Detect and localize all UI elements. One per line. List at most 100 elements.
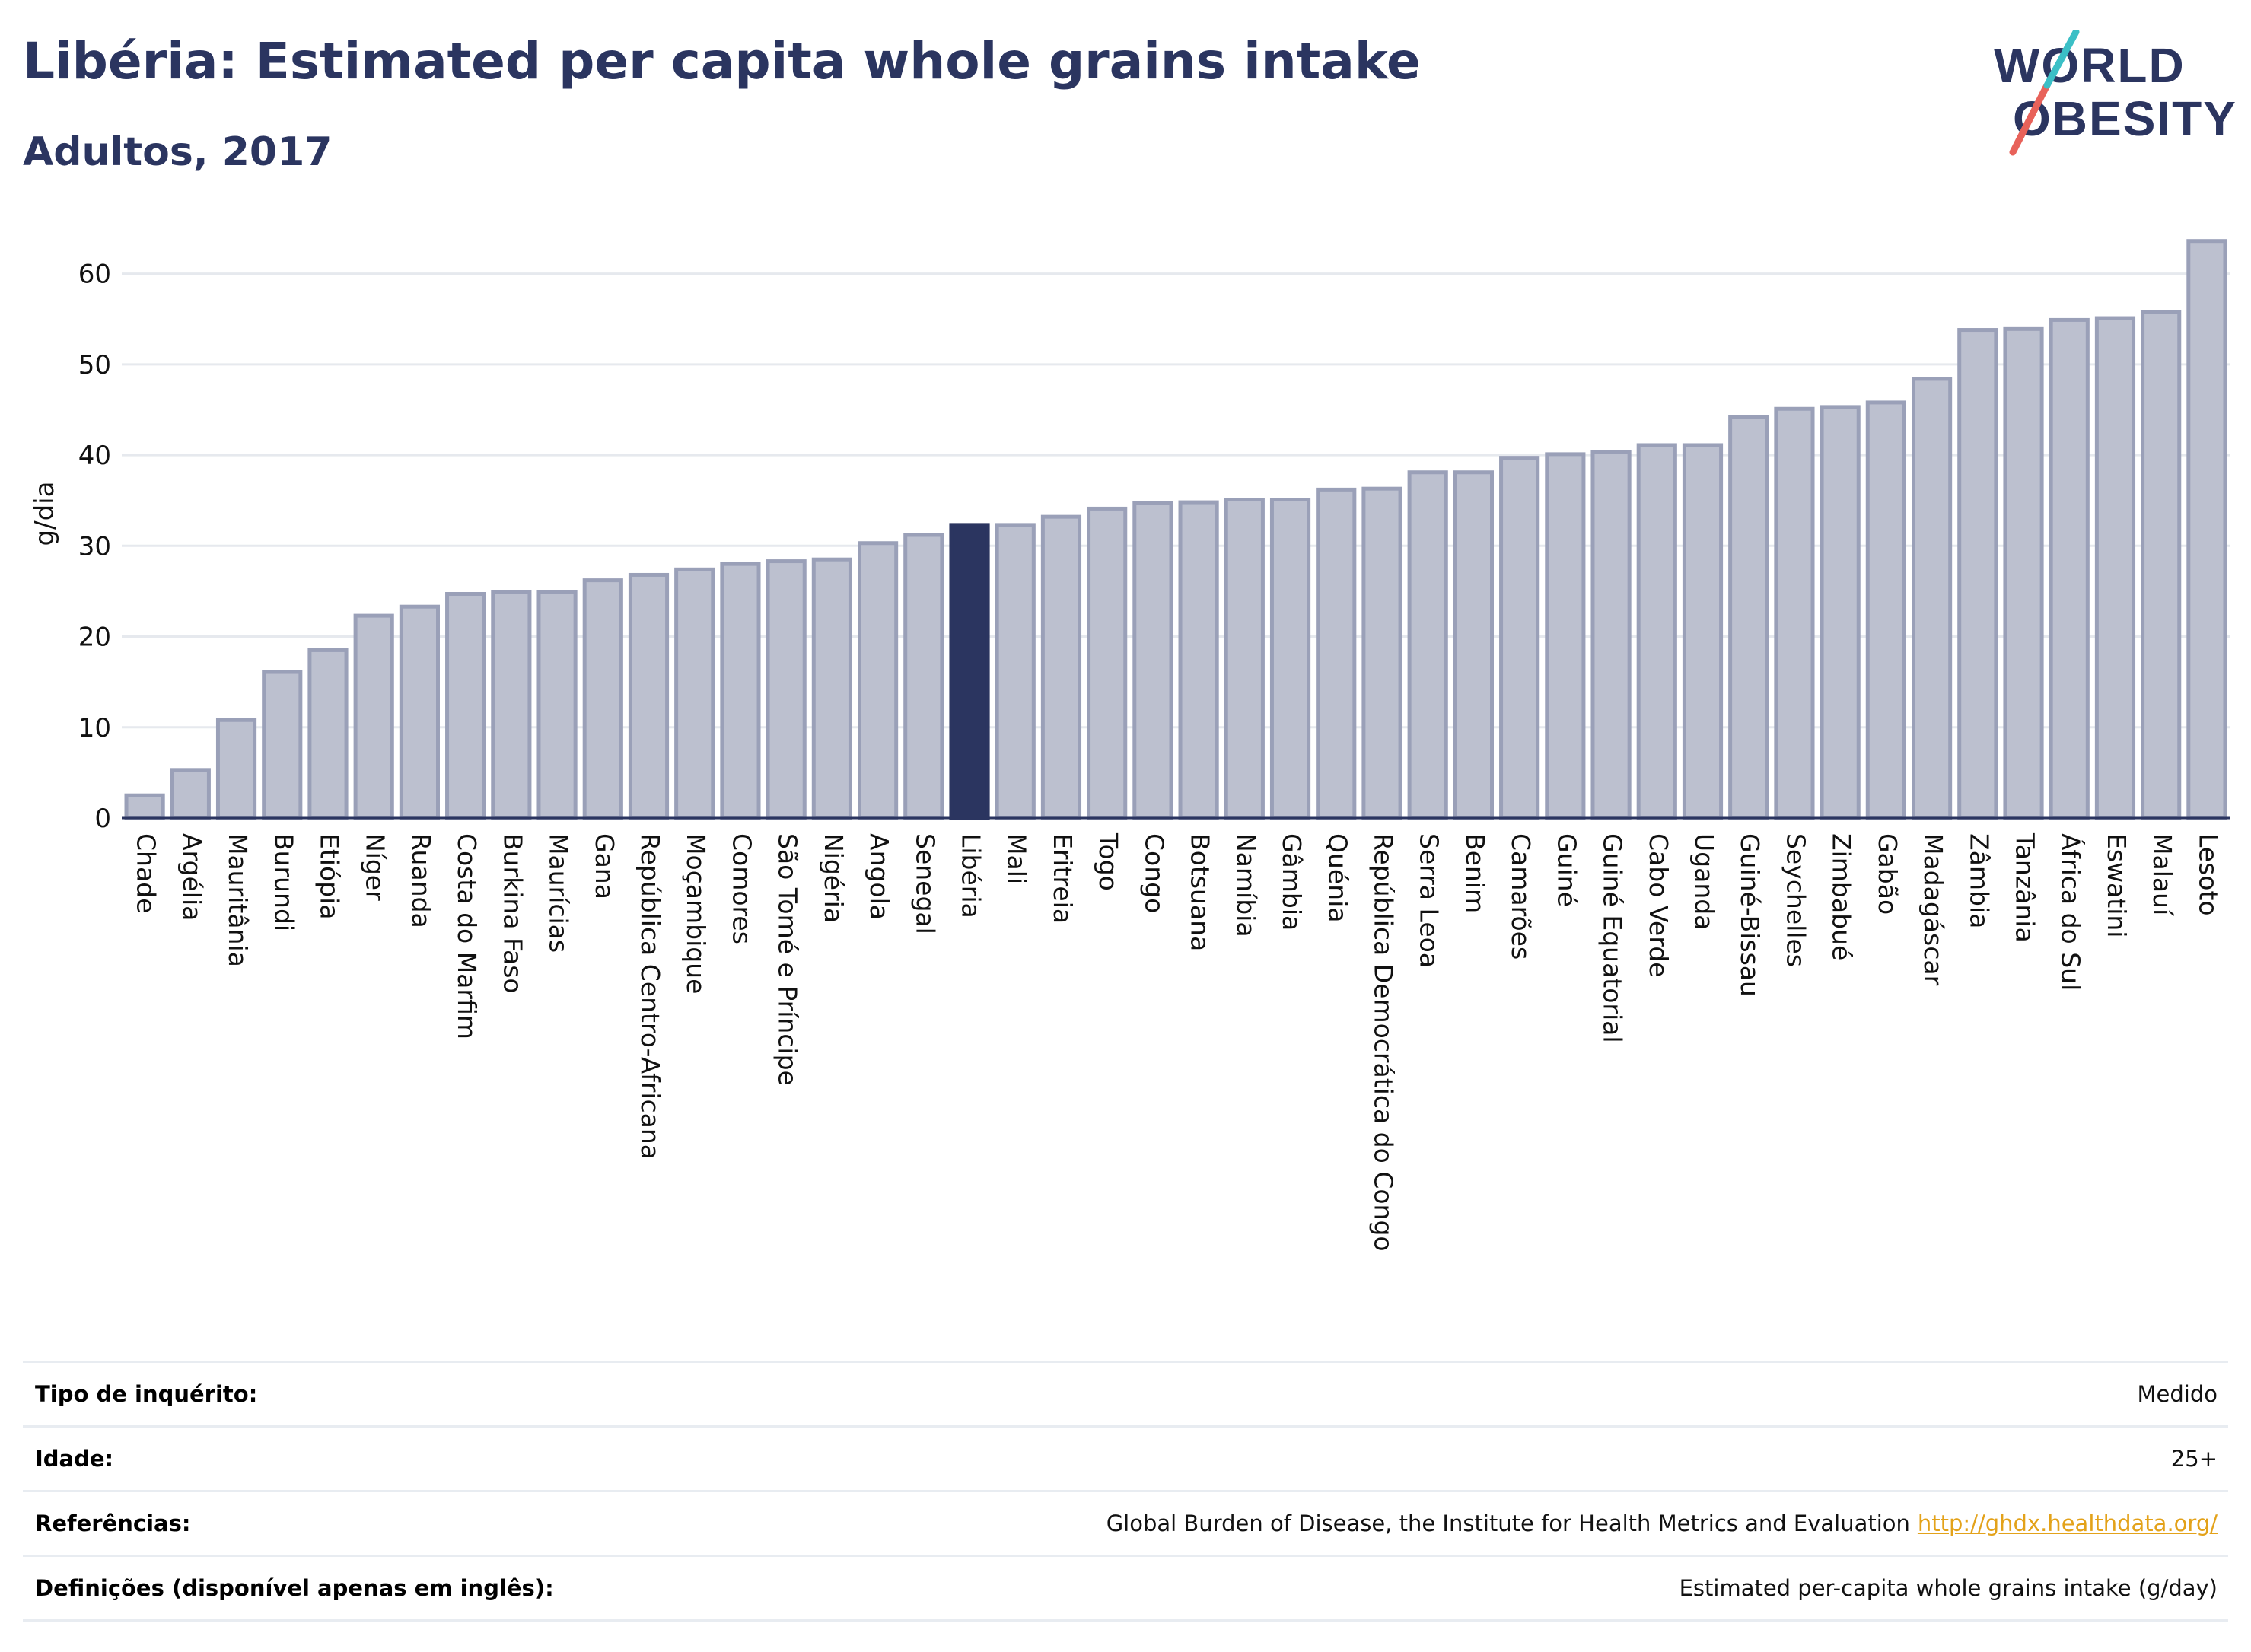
bar-burundi <box>262 670 303 820</box>
x-tick-label: Zâmbia <box>1964 833 1994 928</box>
bar-etiópia <box>307 648 349 820</box>
bar-congo <box>1132 501 1173 820</box>
x-tick-label: Togo <box>1094 832 1123 891</box>
bar-senegal <box>903 533 944 820</box>
bar-camarões <box>1499 456 1540 820</box>
x-tick-label: Serra Leoa <box>1415 833 1444 968</box>
bar-gâmbia <box>1269 498 1311 820</box>
bar-malauí <box>2141 310 2182 820</box>
logo-slash-teal <box>2043 30 2080 89</box>
x-tick-label: Lesoto <box>2193 833 2223 916</box>
bar-lesoto <box>2186 239 2227 820</box>
meta-row-references: Referências: Global Burden of Disease, t… <box>23 1490 2228 1555</box>
x-tick-label: Nigéria <box>819 833 849 923</box>
bar-república-centro-africana <box>628 572 670 820</box>
bar-gabão <box>1865 400 1906 820</box>
meta-label: Idade: <box>35 1446 114 1472</box>
x-tick-label: Comores <box>727 833 756 944</box>
x-tick-label: Gana <box>590 833 619 899</box>
bar-seychelles <box>1774 406 1815 820</box>
meta-row-age: Idade: 25+ <box>23 1425 2228 1490</box>
x-tick-label: Botsuana <box>1186 833 1215 951</box>
bar-tanzânia <box>2003 326 2044 820</box>
meta-row-survey-type: Tipo de inquérito: Medido <box>23 1361 2228 1425</box>
y-axis-label: g/dia <box>30 482 60 546</box>
meta-value: Medido <box>2137 1381 2218 1407</box>
x-tick-label: Uganda <box>1689 833 1719 930</box>
x-tick-label: Congo <box>1139 833 1169 913</box>
bar-namíbia <box>1224 498 1265 820</box>
logo-slash-red <box>2009 81 2051 156</box>
metadata-table: Tipo de inquérito: Medido Idade: 25+ Ref… <box>23 1361 2228 1622</box>
x-tick-label: Maurícias <box>544 833 574 953</box>
bar-maurícias <box>536 590 578 820</box>
x-tick-label: Mauritânia <box>223 833 253 967</box>
x-tick-label: Namíbia <box>1231 833 1261 937</box>
x-tick-label: Zimbabué <box>1827 833 1857 960</box>
bar-quénia <box>1316 487 1357 820</box>
x-tick-label: Malauí <box>2148 833 2177 917</box>
x-tick-label: Burundi <box>269 833 298 931</box>
x-tick-label: Chade <box>132 833 161 913</box>
logo-line1: WORLD <box>1994 38 2186 93</box>
x-tick-label: Libéria <box>957 833 986 918</box>
page-title: Libéria: Estimated per capita whole grai… <box>23 32 1421 91</box>
x-tick-label: Guiné-Bissau <box>1735 833 1765 997</box>
x-tick-label: Argélia <box>177 833 207 921</box>
bar-togo <box>1087 506 1128 820</box>
bar-zimbabué <box>1820 405 1861 820</box>
bar-uganda <box>1682 443 1724 820</box>
x-tick-label: Senegal <box>910 833 940 934</box>
bar-mali <box>995 523 1036 820</box>
bar-chart: g/dia 0 10 20 30 40 50 60 Chade Argélia Mauritân… <box>30 239 2230 1252</box>
bar-argélia <box>170 768 211 820</box>
bar-zâmbia <box>1957 328 1998 820</box>
meta-label: Tipo de inquérito: <box>35 1381 258 1407</box>
y-tick-label: 60 <box>78 259 111 290</box>
bar-benim <box>1453 470 1494 820</box>
bar-chade <box>124 793 165 820</box>
x-tick-label: Ruanda <box>406 833 436 928</box>
bar-madagáscar <box>1912 377 1953 820</box>
x-tick-label: Níger <box>361 833 390 901</box>
reference-link[interactable]: http://ghdx.healthdata.org/ <box>1917 1510 2218 1536</box>
meta-value: 25+ <box>2170 1446 2218 1472</box>
bar-libéria <box>949 523 990 820</box>
bar-são-tomé-e-príncipe <box>766 559 807 820</box>
y-tick-label: 0 <box>94 804 111 834</box>
x-tick-label: Costa do Marfim <box>452 833 482 1039</box>
logo-line2: OBESITY <box>2013 91 2237 146</box>
x-tick-label: Mali <box>1002 833 1032 884</box>
x-tick-label: Moçambique <box>681 833 711 994</box>
bar-serra-leoa <box>1407 470 1448 820</box>
x-tick-label: Quénia <box>1323 833 1352 923</box>
meta-value: Estimated per-capita whole grains intake… <box>1679 1575 2218 1601</box>
world-obesity-logo: WORLD OBESITY <box>1994 30 2237 156</box>
bar-guiné <box>1545 452 1586 820</box>
x-tick-label: Madagáscar <box>1918 833 1948 986</box>
bar-angola <box>858 541 899 820</box>
x-tick-label: África do Sul <box>2056 833 2087 991</box>
x-tick-label: Burkina Faso <box>498 833 527 994</box>
page-subtitle: Adultos, 2017 <box>23 129 333 175</box>
bar-guiné-bissau <box>1728 415 1769 820</box>
x-tick-label: Benim <box>1460 833 1490 913</box>
bar-nigéria <box>811 557 852 820</box>
x-tick-label: Angola <box>864 833 894 920</box>
bar-ruanda <box>399 604 441 820</box>
bar-costa-do-marfim <box>445 592 486 820</box>
x-tick-label: Eswatini <box>2102 833 2132 937</box>
x-tick-label: Eritreia <box>1048 833 1078 924</box>
x-tick-label: Camarões <box>1506 833 1536 960</box>
x-tick-label: Guiné Equatorial <box>1598 833 1628 1043</box>
bar-níger <box>353 613 394 820</box>
y-tick-label: 40 <box>78 441 111 471</box>
bar-eritreia <box>1040 514 1082 820</box>
y-tick-label: 30 <box>78 531 111 562</box>
bar-eswatini <box>2094 316 2136 820</box>
y-tick-label: 50 <box>78 350 111 380</box>
bar-botsuana <box>1178 500 1219 820</box>
bar-comores <box>720 562 761 820</box>
meta-label: Referências: <box>35 1510 191 1536</box>
bar-burkina-faso <box>491 590 532 820</box>
